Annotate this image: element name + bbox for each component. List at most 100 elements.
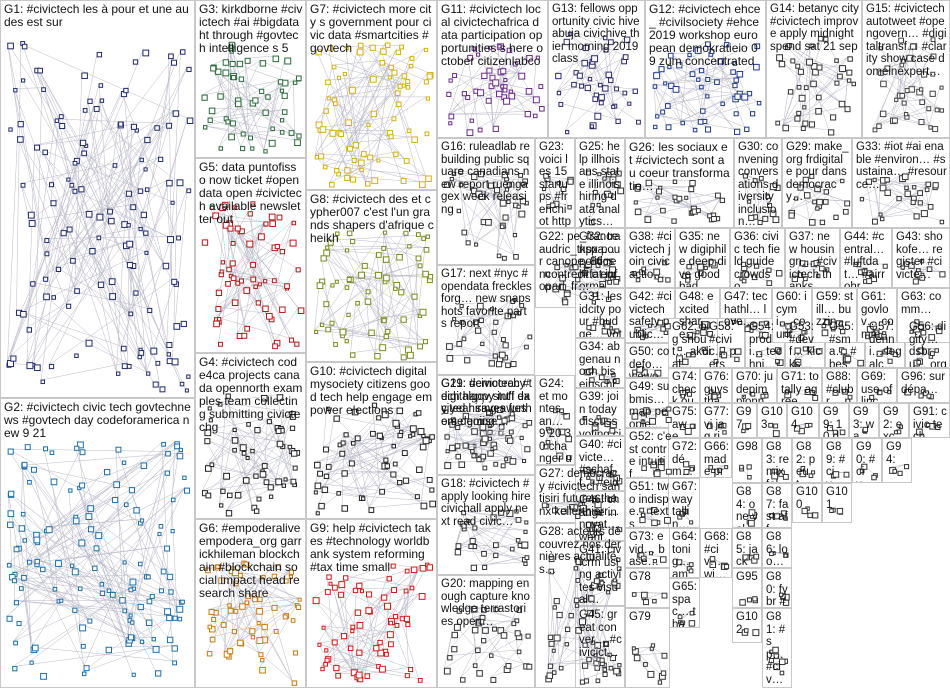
group-cell-g28[interactable]: G28: acteurs découvrez nos dernières act… (535, 523, 625, 688)
group-cell-g7[interactable]: G7: #civictech more city s government po… (306, 0, 437, 190)
group-cell-g30[interactable]: G30: convening conversations diversity i… (734, 138, 782, 228)
group-cell-g36[interactable]: G36: civic tech field guide crowdso… (730, 228, 785, 288)
group-cell-g31[interactable]: G31: les idcity pour #budge… vote 6 rent… (575, 288, 625, 338)
group-cell-g29[interactable]: G29: make_org frdigitale pour dans democ… (782, 138, 852, 228)
group-cell-g92[interactable]: G92: excl… sha… (879, 403, 909, 438)
group-cell-g68[interactable]: G68: #civ… wi… (700, 528, 732, 578)
group-cell-g25[interactable]: G25: help illhoisans state illinois hiri… (575, 138, 625, 228)
group-cell-g70[interactable]: G70: judepim pionni… (732, 368, 777, 403)
group-cell-g67[interactable]: G67: way tallin… (668, 478, 700, 528)
group-cell-g78[interactable]: G78 (625, 568, 670, 608)
group-cell-g11[interactable]: G11: #civictech local civictechafrica da… (437, 0, 548, 138)
group-cell-g27[interactable]: G27: democracy #civictech santisiri futu… (535, 465, 625, 523)
group-cell-g23[interactable]: G23: voici les 15 startups #frenchiot ht… (535, 138, 575, 228)
group-cell-g58[interactable]: G58: #civic… perso… présid… (705, 318, 745, 368)
group-cell-g38[interactable]: G38: #civictech join civicactio… (625, 228, 675, 288)
group-cell-g103[interactable]: G103 (757, 403, 787, 438)
group-cell-g69[interactable]: G69: use oflinco… (857, 368, 897, 403)
group-cell-g2[interactable]: G2: #civictech civic tech govtechnews #g… (0, 398, 195, 688)
group-cell-g18[interactable]: G18: #civictech #apply looking hire civi… (437, 475, 535, 575)
group-cell-g101[interactable]: G101 (822, 483, 852, 523)
group-cell-g43[interactable]: G43: shokofe… register #civicte… (892, 228, 950, 288)
group-cell-g16[interactable]: G16: ruleadlab rebuilding public square … (437, 138, 535, 265)
group-cell-g20[interactable]: G20: mapping enough capture knowledge te… (437, 575, 535, 688)
group-cell-g73[interactable]: G73: evid… base… (625, 528, 670, 568)
group-cell-g54[interactable]: G54: prodi… techni… mana… (745, 318, 785, 368)
group-cell-g64[interactable]: G64: tonig… amr… (668, 528, 700, 578)
group-cell-g87[interactable]: G87: fast aff… (762, 483, 792, 528)
group-cell-g85[interactable]: G85: jack mo… (732, 528, 762, 568)
group-cell-g32[interactable]: G32: transpa… politics hrfat informa… da… (575, 228, 625, 288)
group-cell-g83[interactable]: G83: remix folk… (762, 438, 792, 483)
group-cell-g88[interactable]: G88: #clubr… proudl… (822, 368, 857, 403)
group-cell-g90[interactable]: G90: #civ… getti… (852, 438, 882, 483)
group-cell-g71[interactable]: G71: totally agree… (777, 368, 822, 403)
group-cell-g9[interactable]: G9: help #civictech takes #technology wo… (306, 519, 437, 688)
group-cell-g15[interactable]: G15: #civictech autotweet #opengovern… #… (862, 0, 950, 138)
group-cell-g47[interactable]: G47: techathl… love… (720, 288, 772, 343)
group-cell-g3[interactable]: G3: kirkdborne #civictech #ai #bigdata h… (195, 0, 306, 158)
group-cell-g35[interactable]: G35: new digiphile deep dive good bad… (675, 228, 730, 288)
group-cell-g8[interactable]: G8: #civictech des et cypher007 c'est l'… (306, 190, 437, 362)
group-cell-g37[interactable]: G37: new housingn… #civictech thanks… (785, 228, 840, 288)
group-cell-g22[interactable]: G22: pe_france audric_tkpx pour canope_8… (535, 228, 624, 308)
group-cell-g5[interactable]: G5: data puntofisso now ticket #opendata… (195, 158, 306, 353)
group-cell-g41[interactable]: G41: civicrm using activites visual… (575, 541, 625, 606)
group-cell-g72[interactable]: G72: dém… deve… (668, 438, 700, 478)
group-cell-g4[interactable]: G4: #civictech code4ca projects canada o… (195, 353, 306, 519)
group-cell-g98[interactable]: G98 (732, 438, 762, 483)
group-cell-g93[interactable]: G93: wan… #sm… (849, 403, 879, 438)
group-cell-g39[interactable]: G39: join today discuss voting civic… (575, 388, 625, 436)
group-cell-g76[interactable]: G76: guys than… (700, 368, 732, 403)
group-cell-g42[interactable]: G42: #civictech safety public… (625, 288, 675, 343)
group-cell-g100[interactable]: G100 (792, 483, 822, 523)
group-cell-g33[interactable]: G33: #iot #ai enable #environ… #sustaina… (852, 138, 950, 228)
group-cell-g13[interactable]: G13: fellows opportunity civic hive abuj… (548, 0, 645, 138)
group-cell-g44[interactable]: G44: #central… #luftdat… #airrohr… (840, 228, 892, 288)
group-cell-g89[interactable]: G89: #civ… rue… (822, 438, 852, 483)
group-cell-g65[interactable]: G65: spac… than… (668, 578, 700, 628)
group-cell-g21[interactable]: G21: democracy tech happy int'l day year… (437, 375, 535, 475)
group-cell-g34[interactable]: G34: ab genau noch bis einschli… 30… (575, 338, 625, 388)
group-cell-g6[interactable]: G6: #empoderalive empodera_org garrickhi… (195, 519, 306, 688)
group-cell-g80[interactable]: G80: fybr #sm… (762, 568, 792, 608)
group-cell-g77[interactable]: G77: vi jag riu… (700, 403, 732, 438)
group-cell-g19[interactable]: G19: #civictech #digitalgov stuff excite… (437, 375, 535, 475)
group-cell-g10[interactable]: G10: #civictech digital mysociety citize… (306, 362, 437, 519)
group-cell-g94[interactable]: G94: (882, 438, 912, 483)
group-cell-g17[interactable]: G17: next #nyc #opendata frecklesforg… n… (437, 265, 535, 375)
group-cell-g59[interactable]: G59: still… buzzin… (812, 288, 857, 343)
group-cell-g46[interactable]: G46: change innovat… warit… (575, 491, 625, 541)
group-cell-g86[interactable]: G86: loo… ew… (762, 528, 792, 568)
group-cell-g102[interactable]: G102 (732, 608, 762, 643)
group-cell-g60[interactable]: G60: icymi… counta… (772, 288, 812, 343)
group-cell-g75[interactable]: G75: awe… new… (668, 403, 700, 438)
group-cell-g40[interactable]: G40: #civicte… #schaff… #eid schon… (575, 436, 625, 491)
group-cell-g82[interactable]: G82: peut… (792, 438, 822, 483)
group-cell-g12[interactable]: G12: #civictech ehce_ #civilsociety #ehc… (645, 0, 766, 138)
group-cell-g50[interactable]: G50: codefo… wewor… thereal… (625, 343, 675, 378)
group-cell-g49[interactable]: G49: submis… map people… (625, 378, 675, 428)
group-cell-g24[interactable]: G24: et montes_an… 9 20 30 changer une a… (535, 375, 575, 465)
group-cell-g52[interactable]: G52: c'est contre intuitif… (625, 428, 675, 478)
group-cell-g57[interactable]: G57: denni… legalc… boba… (865, 318, 905, 368)
group-cell-g96[interactable]: G96: sur dépa… (897, 368, 950, 403)
group-cell-g63[interactable]: G63: comm… (897, 288, 950, 343)
group-cell-g81[interactable]: G81: #sp… #civ… (762, 608, 792, 688)
group-cell-g14[interactable]: G14: betanyc city #civictech improve app… (766, 0, 862, 138)
group-cell-g51[interactable]: G51: two indispe… texts… (625, 478, 675, 528)
group-cell-g95[interactable]: G95 (732, 568, 762, 608)
group-cell-g26[interactable]: G26: les sociaux et #civictech sont au c… (625, 138, 734, 228)
group-cell-g84[interactable]: G84: one valu… (732, 483, 762, 528)
group-cell-g74[interactable]: G74: check out… (668, 368, 700, 403)
group-cell-g66[interactable]: G66: made prog… (700, 438, 732, 478)
group-cell-g104[interactable]: G104 (787, 403, 819, 438)
group-cell-g91[interactable]: G91: civic tech (909, 403, 950, 438)
group-cell-g45[interactable]: G45: great conver… #civicict… (575, 606, 625, 688)
group-cell-g61[interactable]: G61: govlov… comm… (857, 288, 897, 343)
group-cell-g62[interactable]: G62: big shout… akdial… (668, 318, 718, 368)
group-cell-g56[interactable]: G56: digity… dsbru… organ… (905, 318, 950, 368)
group-cell-g99[interactable]: G99: 10 d. à l noo… (819, 403, 849, 438)
group-cell-g53[interactable]: G53: #devf… kicks… (785, 318, 825, 368)
group-cell-g1[interactable]: G1: #civictech les à pour et une au des … (0, 0, 195, 398)
